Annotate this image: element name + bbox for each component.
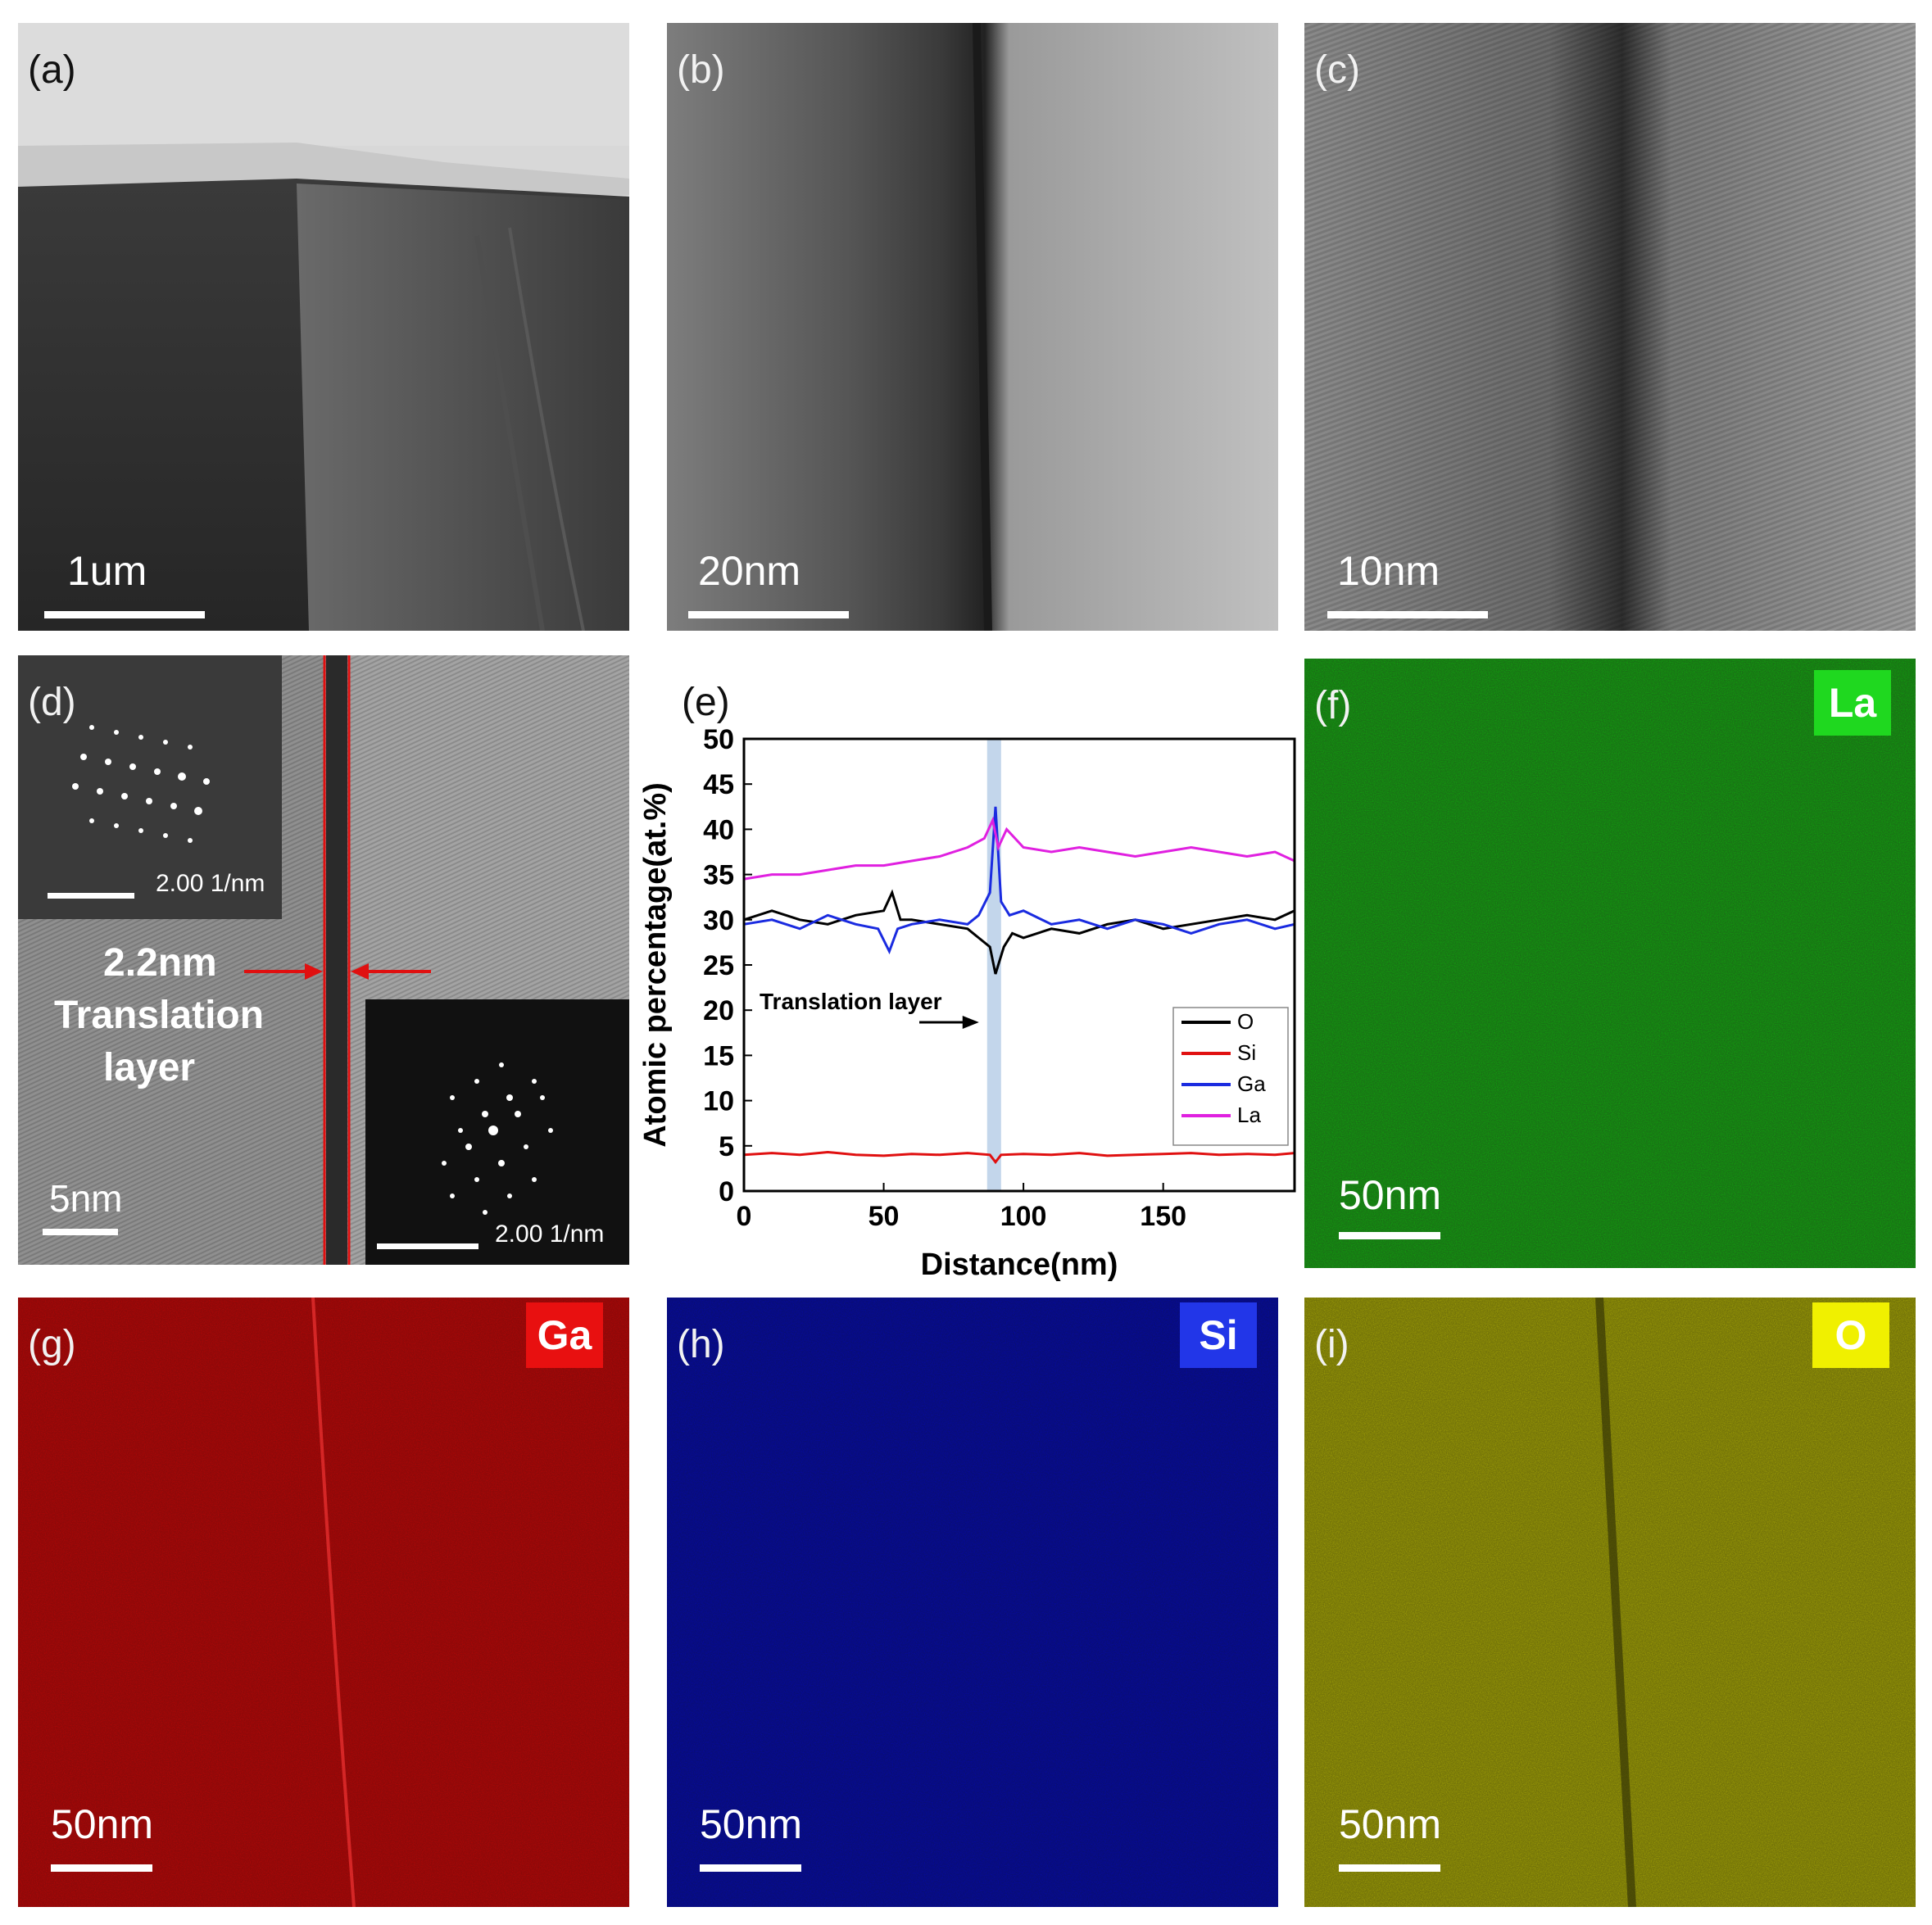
x-tick-label: 100: [1000, 1201, 1047, 1232]
panel-b-scale-bar: [688, 611, 849, 618]
panel-a-scale-bar: [44, 611, 205, 618]
y-tick-label: 25: [703, 950, 734, 981]
panel-i: (i) O 50nm: [1304, 1298, 1916, 1907]
panel-e-label: (e): [682, 681, 730, 724]
panel-c-scale-label: 10nm: [1337, 548, 1440, 594]
panel-d-layer-label-1: Translation: [54, 994, 265, 1037]
panel-a-image: [18, 23, 629, 631]
legend-entry: Si: [1237, 1040, 1256, 1065]
chart-xlabel: Distance(nm): [921, 1248, 1118, 1282]
y-tick-label: 20: [703, 995, 734, 1026]
panel-h-label: (h): [677, 1323, 725, 1366]
panel-b-image: [667, 23, 1278, 631]
panel-f-scale-bar: [1339, 1232, 1440, 1239]
panel-g-label: (g): [28, 1323, 76, 1366]
panel-i-element-badge: O: [1812, 1302, 1889, 1368]
panel-d-width-label: 2.2nm: [103, 941, 217, 985]
y-tick-label: 40: [703, 814, 734, 845]
y-tick-label: 10: [703, 1086, 734, 1117]
panel-c: (c) 10nm: [1304, 23, 1916, 631]
panel-h: (h) Si 50nm: [667, 1298, 1278, 1907]
panel-d-image: [18, 655, 629, 1265]
panel-a: (a) 1um: [18, 23, 629, 631]
panel-h-image: [667, 1298, 1278, 1907]
panel-c-image: [1304, 23, 1916, 631]
panel-d-inset-bottom-scale: 2.00 1/nm: [495, 1221, 605, 1248]
panel-i-scale-label: 50nm: [1339, 1801, 1442, 1847]
legend-entry: Ga: [1237, 1071, 1266, 1096]
series-line-la: [743, 816, 1295, 881]
panel-h-scale-bar: [700, 1864, 801, 1872]
y-tick-label: 45: [703, 769, 734, 800]
panel-a-label: (a): [28, 48, 76, 92]
chart-legend: O Si Ga La: [1172, 1007, 1289, 1146]
legend-box: [1172, 1007, 1289, 1146]
chart-annotation: Translation layer: [760, 989, 942, 1014]
panel-f-scale-label: 50nm: [1339, 1172, 1442, 1218]
panel-f-element-badge: La: [1814, 670, 1891, 736]
panel-g-scale-label: 50nm: [51, 1801, 154, 1847]
panel-d-label: (d): [28, 681, 76, 724]
panel-b-label: (b): [677, 48, 725, 92]
x-tick-label: 50: [868, 1201, 900, 1232]
panel-i-scale-bar: [1339, 1864, 1440, 1872]
y-tick-label: 15: [703, 1040, 734, 1071]
legend-entry: O: [1237, 1009, 1254, 1034]
panel-g-scale-bar: [51, 1864, 152, 1872]
y-tick-label: 0: [719, 1176, 734, 1207]
panel-g-element-badge: Ga: [526, 1302, 603, 1368]
series-line-ga: [743, 806, 1295, 955]
panel-b-scale-label: 20nm: [698, 548, 801, 594]
series-line-si: [743, 1150, 1295, 1165]
x-tick-label: 0: [737, 1201, 752, 1232]
panel-f: (f) La 50nm: [1304, 659, 1916, 1268]
line-chart: 0 5 10 15 20 25 30 35 40 45 50 0 50 100 150 O Si Ga La Tr…: [638, 724, 1296, 1282]
panel-i-label: (i): [1314, 1323, 1349, 1366]
panel-i-image: [1304, 1298, 1916, 1907]
panel-f-image: [1304, 659, 1916, 1268]
x-tick-label: 150: [1140, 1201, 1186, 1232]
panel-f-label: (f): [1314, 684, 1352, 727]
y-tick-label: 30: [703, 905, 734, 936]
panel-g-image: [18, 1298, 629, 1907]
chart-ylabel: Atomic percentage(at.%): [638, 782, 673, 1148]
y-tick-label: 35: [703, 860, 734, 891]
legend-entry: La: [1237, 1103, 1261, 1127]
y-tick-label: 5: [719, 1131, 734, 1162]
annotation-arrowhead: [962, 1016, 979, 1029]
panel-g: (g) Ga 50nm: [18, 1298, 629, 1907]
panel-c-label: (c): [1314, 48, 1360, 92]
panel-h-scale-label: 50nm: [700, 1801, 803, 1847]
panel-h-element-badge: Si: [1180, 1302, 1257, 1368]
panel-c-scale-bar: [1327, 611, 1488, 618]
panel-a-scale-label: 1um: [67, 548, 147, 594]
panel-d: (d) 2.00 1/nm 2.00 1/nm 2.2nm Translatio…: [18, 655, 629, 1265]
y-tick-label: 50: [703, 724, 734, 755]
panel-d-layer-label-2: layer: [103, 1046, 196, 1089]
series-line-o: [743, 889, 1295, 975]
panel-e: (e) 0 5 10 15 20 25 30 35 40 45 50 0 50 100 150 O Si Ga L…: [633, 655, 1304, 1311]
panel-d-inset-top-scale: 2.00 1/nm: [156, 870, 265, 897]
panel-d-scale-label: 5nm: [49, 1177, 123, 1220]
panel-b: (b) 20nm: [667, 23, 1278, 631]
